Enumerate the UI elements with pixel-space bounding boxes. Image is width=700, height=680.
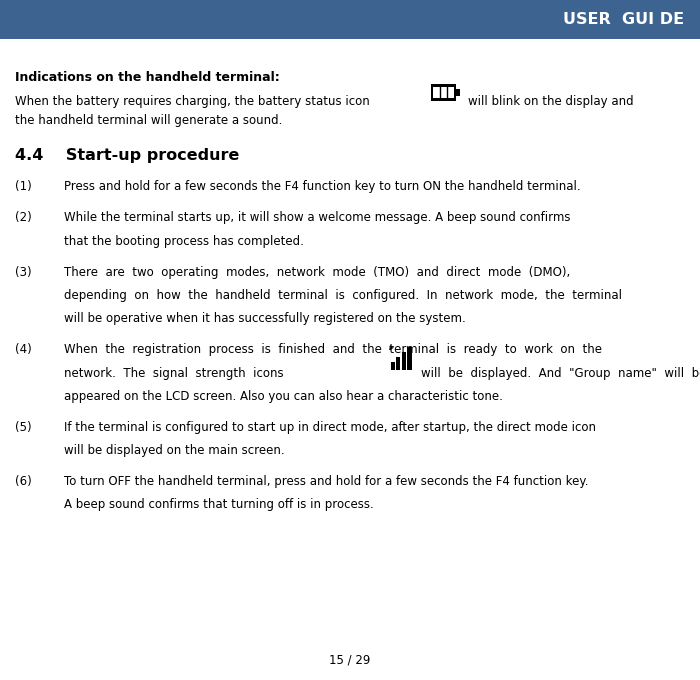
Text: appeared on the LCD screen. Also you can also hear a characteristic tone.: appeared on the LCD screen. Also you can… [64,390,503,403]
Text: (5): (5) [15,421,32,434]
Text: network.  The  signal  strength  icons: network. The signal strength icons [64,367,284,379]
Text: USER  GUI DE: USER GUI DE [564,12,685,27]
Text: 15 / 29: 15 / 29 [329,653,371,666]
Text: will be operative when it has successfully registered on the system.: will be operative when it has successful… [64,312,466,325]
Text: Indications on the handheld terminal:: Indications on the handheld terminal: [15,71,280,84]
Text: the handheld terminal will generate a sound.: the handheld terminal will generate a so… [15,114,283,126]
Text: There  are  two  operating  modes,  network  mode  (TMO)  and  direct  mode  (DM: There are two operating modes, network m… [64,266,570,279]
Text: While the terminal starts up, it will show a welcome message. A beep sound confi: While the terminal starts up, it will sh… [64,211,571,224]
Text: To turn OFF the handheld terminal, press and hold for a few seconds the F4 funct: To turn OFF the handheld terminal, press… [64,475,589,488]
Text: Press and hold for a few seconds the F4 function key to turn ON the handheld ter: Press and hold for a few seconds the F4 … [64,180,581,193]
Text: (2): (2) [15,211,32,224]
Text: (3): (3) [15,266,32,279]
Text: (6): (6) [15,475,32,488]
Text: will be displayed on the main screen.: will be displayed on the main screen. [64,444,285,457]
Text: 4.4    Start-up procedure: 4.4 Start-up procedure [15,148,240,163]
Text: If the terminal is configured to start up in direct mode, after startup, the dir: If the terminal is configured to start u… [64,421,596,434]
Text: depending  on  how  the  handheld  terminal  is  configured.  In  network  mode,: depending on how the handheld terminal i… [64,289,622,302]
Text: will  be  displayed.  And  "Group  name"  will  be: will be displayed. And "Group name" will… [421,367,700,379]
Text: When the battery requires charging, the battery status icon: When the battery requires charging, the … [15,95,370,108]
Text: (1): (1) [15,180,32,193]
Text: that the booting process has completed.: that the booting process has completed. [64,235,304,248]
Text: A beep sound confirms that turning off is in process.: A beep sound confirms that turning off i… [64,498,374,511]
Text: will blink on the display and: will blink on the display and [468,95,634,108]
Text: When  the  registration  process  is  finished  and  the  terminal  is  ready  t: When the registration process is finishe… [64,343,603,356]
Text: (4): (4) [15,343,32,356]
